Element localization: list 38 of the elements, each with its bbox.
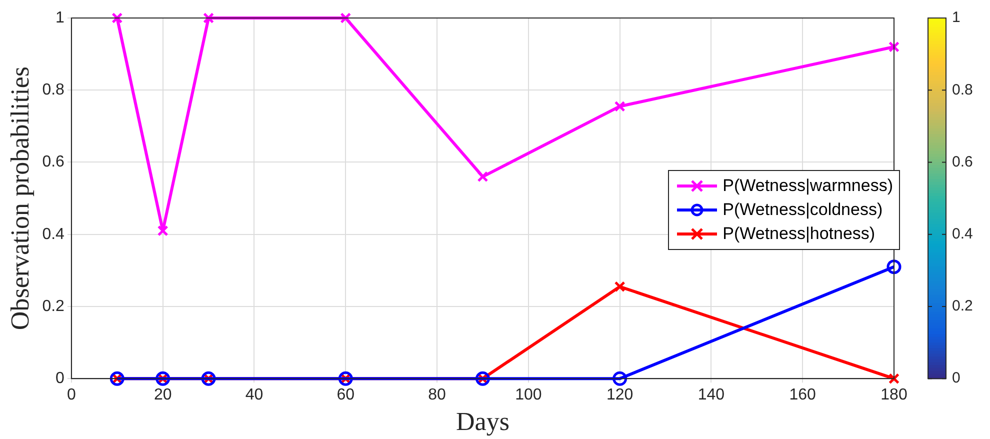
x-tick-label: 100 — [515, 386, 542, 404]
color-bar-label: 0.4 — [952, 226, 973, 242]
point — [614, 100, 626, 112]
y-tick-label: 0.6 — [42, 154, 65, 171]
legend-label: P(Wetness|warmness) — [722, 176, 893, 196]
point — [477, 171, 488, 182]
y-tick-label: 0 — [56, 370, 65, 388]
legend-label: P(Wetness|hotness) — [722, 224, 876, 244]
color-bar-label: 0.6 — [952, 153, 973, 170]
color-bar-label: 1 — [952, 9, 960, 26]
y-tick-label: 0.4 — [42, 226, 65, 243]
x-tick-label: 160 — [789, 386, 816, 404]
color-bar-label: 0.2 — [952, 298, 973, 315]
point — [203, 12, 214, 24]
y-axis-title: Observation probabilities — [5, 66, 34, 330]
x-tick-label: 20 — [154, 386, 172, 404]
point — [112, 12, 123, 24]
x-tick-label: 40 — [245, 386, 264, 404]
point — [888, 373, 900, 384]
x-tick-label: 120 — [606, 386, 634, 404]
y-tick-label: 0.2 — [42, 298, 65, 315]
color-bar-label: 0 — [952, 370, 960, 387]
x-tick-label: 80 — [428, 386, 446, 404]
legend-label: P(Wetness|coldness) — [722, 200, 883, 220]
x-tick-label: 60 — [336, 386, 355, 404]
point — [888, 41, 900, 52]
point — [614, 281, 626, 292]
x-axis-title: Days — [456, 407, 510, 436]
point — [612, 371, 628, 386]
point — [886, 260, 902, 274]
point — [340, 12, 352, 24]
color-bar-label: 0.8 — [952, 81, 973, 98]
x-tick-label: 140 — [698, 386, 725, 404]
x-tick-label: 0 — [66, 386, 76, 404]
point — [157, 225, 168, 236]
y-tick-label: 0.8 — [42, 82, 65, 99]
y-tick-label: 1 — [56, 9, 65, 26]
x-tick-label: 180 — [880, 386, 908, 404]
